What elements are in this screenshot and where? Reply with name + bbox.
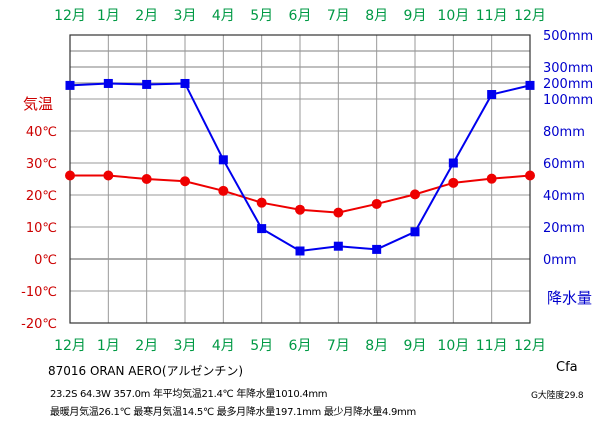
month-labels-top: 12月 1月 2月 3月 4月 5月 6月 7月 8月 9月 10月 11月 12月	[54, 8, 546, 24]
month-label-bottom: 4月	[212, 338, 235, 354]
precipitation-point	[180, 78, 190, 88]
month-label-top: 3月	[174, 8, 197, 24]
precipitation-point	[525, 80, 535, 90]
precipitation-series	[65, 78, 535, 256]
precipitation-point	[142, 79, 152, 89]
precipitation-tick-label: 20mm	[543, 221, 585, 236]
temperature-point	[525, 170, 535, 181]
precipitation-tick-label: 200mm	[543, 77, 593, 92]
temperature-point	[103, 170, 114, 181]
month-label-top: 7月	[327, 8, 350, 24]
month-label-bottom: 5月	[250, 338, 273, 354]
temperature-point	[486, 173, 497, 184]
month-label-top: 10月	[437, 8, 469, 24]
precipitation-point	[65, 80, 75, 90]
temperature-point	[295, 204, 305, 215]
precipitation-point	[103, 78, 113, 88]
month-label-bottom: 10月	[437, 338, 469, 354]
temperature-point	[180, 176, 190, 187]
month-label-top: 4月	[212, 8, 235, 24]
precipitation-point	[218, 155, 228, 165]
temperature-tick-label: 0℃	[34, 253, 57, 268]
month-label-top: 9月	[404, 8, 427, 24]
temperature-point	[256, 197, 267, 208]
station-stats-line-2: 最暖月気温26.1℃ 最寒月気温14.5℃ 最多月降水量197.1mm 最少月降…	[50, 407, 416, 418]
temperature-axis-label: 気温	[23, 95, 53, 113]
temperature-tick-label: -20℃	[21, 317, 57, 332]
temperature-tick-label: 40℃	[26, 125, 57, 140]
precipitation-tick-label: 100mm	[543, 93, 593, 108]
temperature-axis-ticks: -20℃ -10℃ 0℃ 10℃ 20℃ 30℃ 40℃	[21, 125, 57, 332]
month-label-top: 12月	[54, 8, 86, 24]
temperature-point	[371, 198, 382, 209]
precipitation-point	[295, 246, 305, 256]
precipitation-tick-label: 0mm	[543, 253, 577, 268]
temperature-point	[65, 170, 75, 181]
temperature-tick-label: 20℃	[26, 189, 57, 204]
month-label-bottom: 1月	[97, 338, 120, 354]
month-label-bottom: 7月	[327, 338, 350, 354]
month-label-bottom: 12月	[514, 338, 546, 354]
precipitation-point	[487, 90, 497, 100]
temperature-tick-label: 30℃	[26, 157, 57, 172]
month-label-bottom: 2月	[135, 338, 158, 354]
station-stats-line-1: 23.2S 64.3W 357.0m 年平均気温21.4℃ 年降水量1010.4…	[50, 389, 328, 400]
temperature-point	[448, 177, 459, 188]
month-label-top: 11月	[476, 8, 508, 24]
month-labels-bottom: 12月 1月 2月 3月 4月 5月 6月 7月 8月 9月 10月 11月 12月	[54, 338, 546, 354]
month-label-top: 8月	[365, 8, 388, 24]
temperature-point	[218, 185, 229, 196]
month-label-bottom: 8月	[365, 338, 388, 354]
precipitation-point	[257, 224, 267, 234]
climate-classification: Cfa	[556, 360, 578, 375]
month-label-bottom: 6月	[289, 338, 312, 354]
month-label-bottom: 11月	[476, 338, 508, 354]
temperature-point	[333, 207, 344, 218]
temperature-series	[65, 170, 535, 218]
month-label-top: 12月	[514, 8, 546, 24]
precipitation-tick-label: 500mm	[543, 29, 593, 44]
precipitation-point	[372, 244, 382, 254]
precipitation-point	[333, 241, 343, 251]
precipitation-tick-label: 60mm	[543, 157, 585, 172]
temperature-point	[141, 174, 152, 184]
precipitation-point	[448, 158, 458, 168]
month-label-bottom: 12月	[54, 338, 86, 354]
precipitation-point	[410, 227, 420, 237]
precipitation-tick-label: 80mm	[543, 125, 585, 140]
month-label-bottom: 3月	[174, 338, 197, 354]
temperature-point	[410, 189, 420, 200]
precipitation-axis-label: 降水量	[547, 289, 592, 307]
precipitation-tick-label: 40mm	[543, 189, 585, 204]
month-label-top: 5月	[250, 8, 273, 24]
precipitation-tick-label: 300mm	[543, 61, 593, 76]
month-label-top: 1月	[97, 8, 120, 24]
continentality-index: G大陸度29.8	[531, 391, 584, 401]
temperature-tick-label: 10℃	[26, 221, 57, 236]
station-title: 87016 ORAN AERO(アルゼンチン)	[48, 364, 244, 378]
month-label-top: 6月	[289, 8, 312, 24]
temperature-tick-label: -10℃	[21, 285, 57, 300]
month-label-top: 2月	[135, 8, 158, 24]
month-label-bottom: 9月	[404, 338, 427, 354]
